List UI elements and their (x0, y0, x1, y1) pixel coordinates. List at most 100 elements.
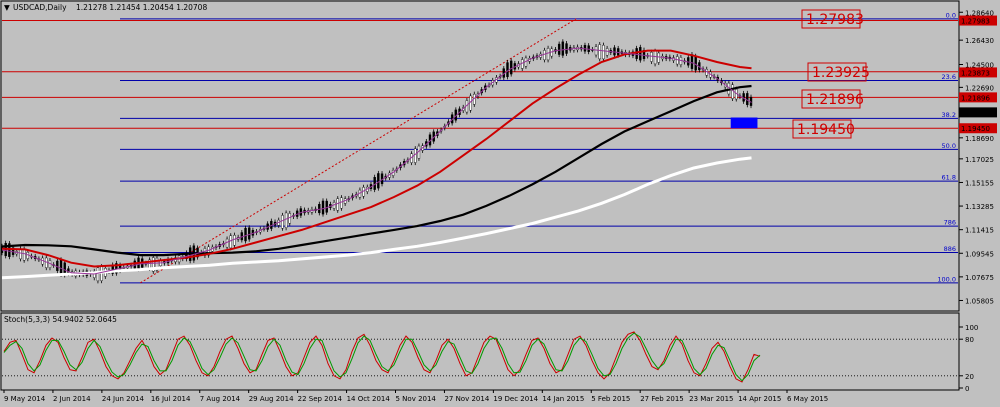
candle-body (340, 197, 343, 209)
fib-level-label: 50.0 (942, 142, 956, 150)
x-tick-label: 7 Aug 2014 (200, 395, 241, 403)
candle-body (598, 44, 601, 60)
main-panel (0, 0, 960, 312)
candle-body (45, 257, 48, 268)
candle-body (318, 204, 321, 214)
stoch-y-tick-label: 100 (965, 324, 978, 332)
ma-black-line (1, 84, 752, 257)
candle-body (746, 93, 749, 106)
candle-body (229, 235, 232, 249)
candle-body (284, 212, 288, 228)
ohlc-label: 1.21278 1.21454 1.20454 1.20708 (76, 3, 207, 12)
y-tick-label: 1.28640 (965, 9, 994, 17)
level-callout-label: 1.19450 (797, 122, 855, 138)
trend-line (140, 18, 577, 284)
candle-body (115, 263, 118, 274)
candle-body (373, 177, 376, 190)
x-tick-label: 2 Jun 2014 (53, 395, 91, 403)
fib-level-label: 786 (944, 219, 956, 227)
x-tick-label: 16 Jul 2014 (151, 395, 191, 403)
candle-body (543, 50, 546, 61)
level-callout-box (801, 9, 861, 29)
stoch-signal-line (3, 332, 761, 382)
level-callout-box (792, 119, 852, 139)
price-tag-label: 1.27983 (961, 18, 990, 26)
candle-body (676, 56, 679, 65)
candle-body (653, 51, 657, 65)
candle-body (336, 198, 339, 211)
candle-body (565, 43, 568, 54)
candle-body (657, 52, 660, 63)
stoch-y-tick-label: 80 (965, 336, 974, 344)
candle-body (690, 54, 694, 69)
y-tick-label: 1.26430 (965, 37, 994, 45)
level-callout-box (807, 62, 867, 82)
price-tag (959, 107, 997, 118)
fib-level-label: 38.2 (942, 111, 956, 119)
level-callout-label: 1.23925 (812, 65, 870, 81)
price-tag (959, 15, 997, 26)
y-tick-label: 1.09545 (965, 250, 994, 258)
candle-body (679, 57, 683, 65)
candle-body (8, 243, 11, 257)
x-tick-label: 24 Jun 2014 (102, 395, 145, 403)
price-tag (959, 92, 997, 103)
y-tick-label: 1.17025 (965, 156, 994, 164)
y-tick-label: 1.13285 (965, 203, 994, 211)
candle-body (377, 173, 380, 189)
price-tag (959, 123, 997, 134)
price-tag (959, 67, 997, 78)
price-tag-label: 1.23873 (961, 69, 990, 77)
price-tag-label: 1.20708 (961, 109, 990, 117)
candle-body (281, 215, 284, 229)
candle-body (22, 248, 26, 261)
x-tick-label: 14 Jan 2015 (542, 395, 584, 403)
x-tick-label: 22 Sep 2014 (298, 395, 343, 403)
candle-body (59, 259, 63, 275)
x-tick-label: 29 Aug 2014 (249, 395, 294, 403)
stoch-label: Stoch(5,3,3) 54.9402 52.0645 (4, 315, 117, 324)
price-tag-label: 1.19450 (961, 125, 990, 133)
candle-body (321, 200, 325, 215)
x-tick-label: 6 May 2015 (787, 395, 828, 403)
candle-body (650, 52, 653, 62)
target-zone-box (730, 117, 758, 129)
candle-body (546, 48, 550, 61)
candle-body (605, 48, 609, 56)
stoch-main-line (3, 331, 761, 383)
candle-body (557, 43, 561, 55)
candle-body (152, 257, 155, 272)
dropdown-icon[interactable]: ▼ (4, 3, 10, 12)
x-tick-label: 27 Nov 2014 (444, 395, 489, 403)
symbol-label: USDCAD,Daily (13, 3, 67, 12)
candle-body (155, 257, 159, 271)
ma-white-line (1, 156, 752, 280)
fib-level-label: 0.0 (946, 11, 956, 19)
candle-body (694, 56, 697, 71)
candle-body (613, 47, 616, 56)
x-tick-label: 5 Nov 2014 (396, 395, 437, 403)
x-tick-label: 23 Mar 2015 (689, 395, 733, 403)
ma-red-line (1, 49, 752, 268)
fib-level-label: 886 (944, 245, 956, 253)
y-tick-label: 1.11415 (965, 227, 994, 235)
y-tick-label: 1.24500 (965, 62, 994, 70)
candle-body (639, 47, 642, 61)
fib-level-label: 61.8 (942, 174, 956, 182)
candle-body (96, 267, 100, 282)
candle-body (731, 84, 734, 99)
y-tick-label: 1.22690 (965, 84, 994, 92)
candle-body (561, 41, 565, 56)
level-callout-label: 1.27983 (806, 12, 864, 28)
fib-level-label: 100.0 (937, 275, 956, 283)
candle-body (594, 46, 598, 56)
fib-level-label: 23.6 (942, 73, 956, 81)
x-tick-label: 5 Feb 2015 (591, 395, 630, 403)
level-callout-box (801, 89, 861, 109)
candle-body (602, 44, 605, 60)
x-tick-label: 27 Feb 2015 (640, 395, 684, 403)
y-tick-label: 1.18690 (965, 135, 994, 143)
candle-body (244, 227, 247, 242)
